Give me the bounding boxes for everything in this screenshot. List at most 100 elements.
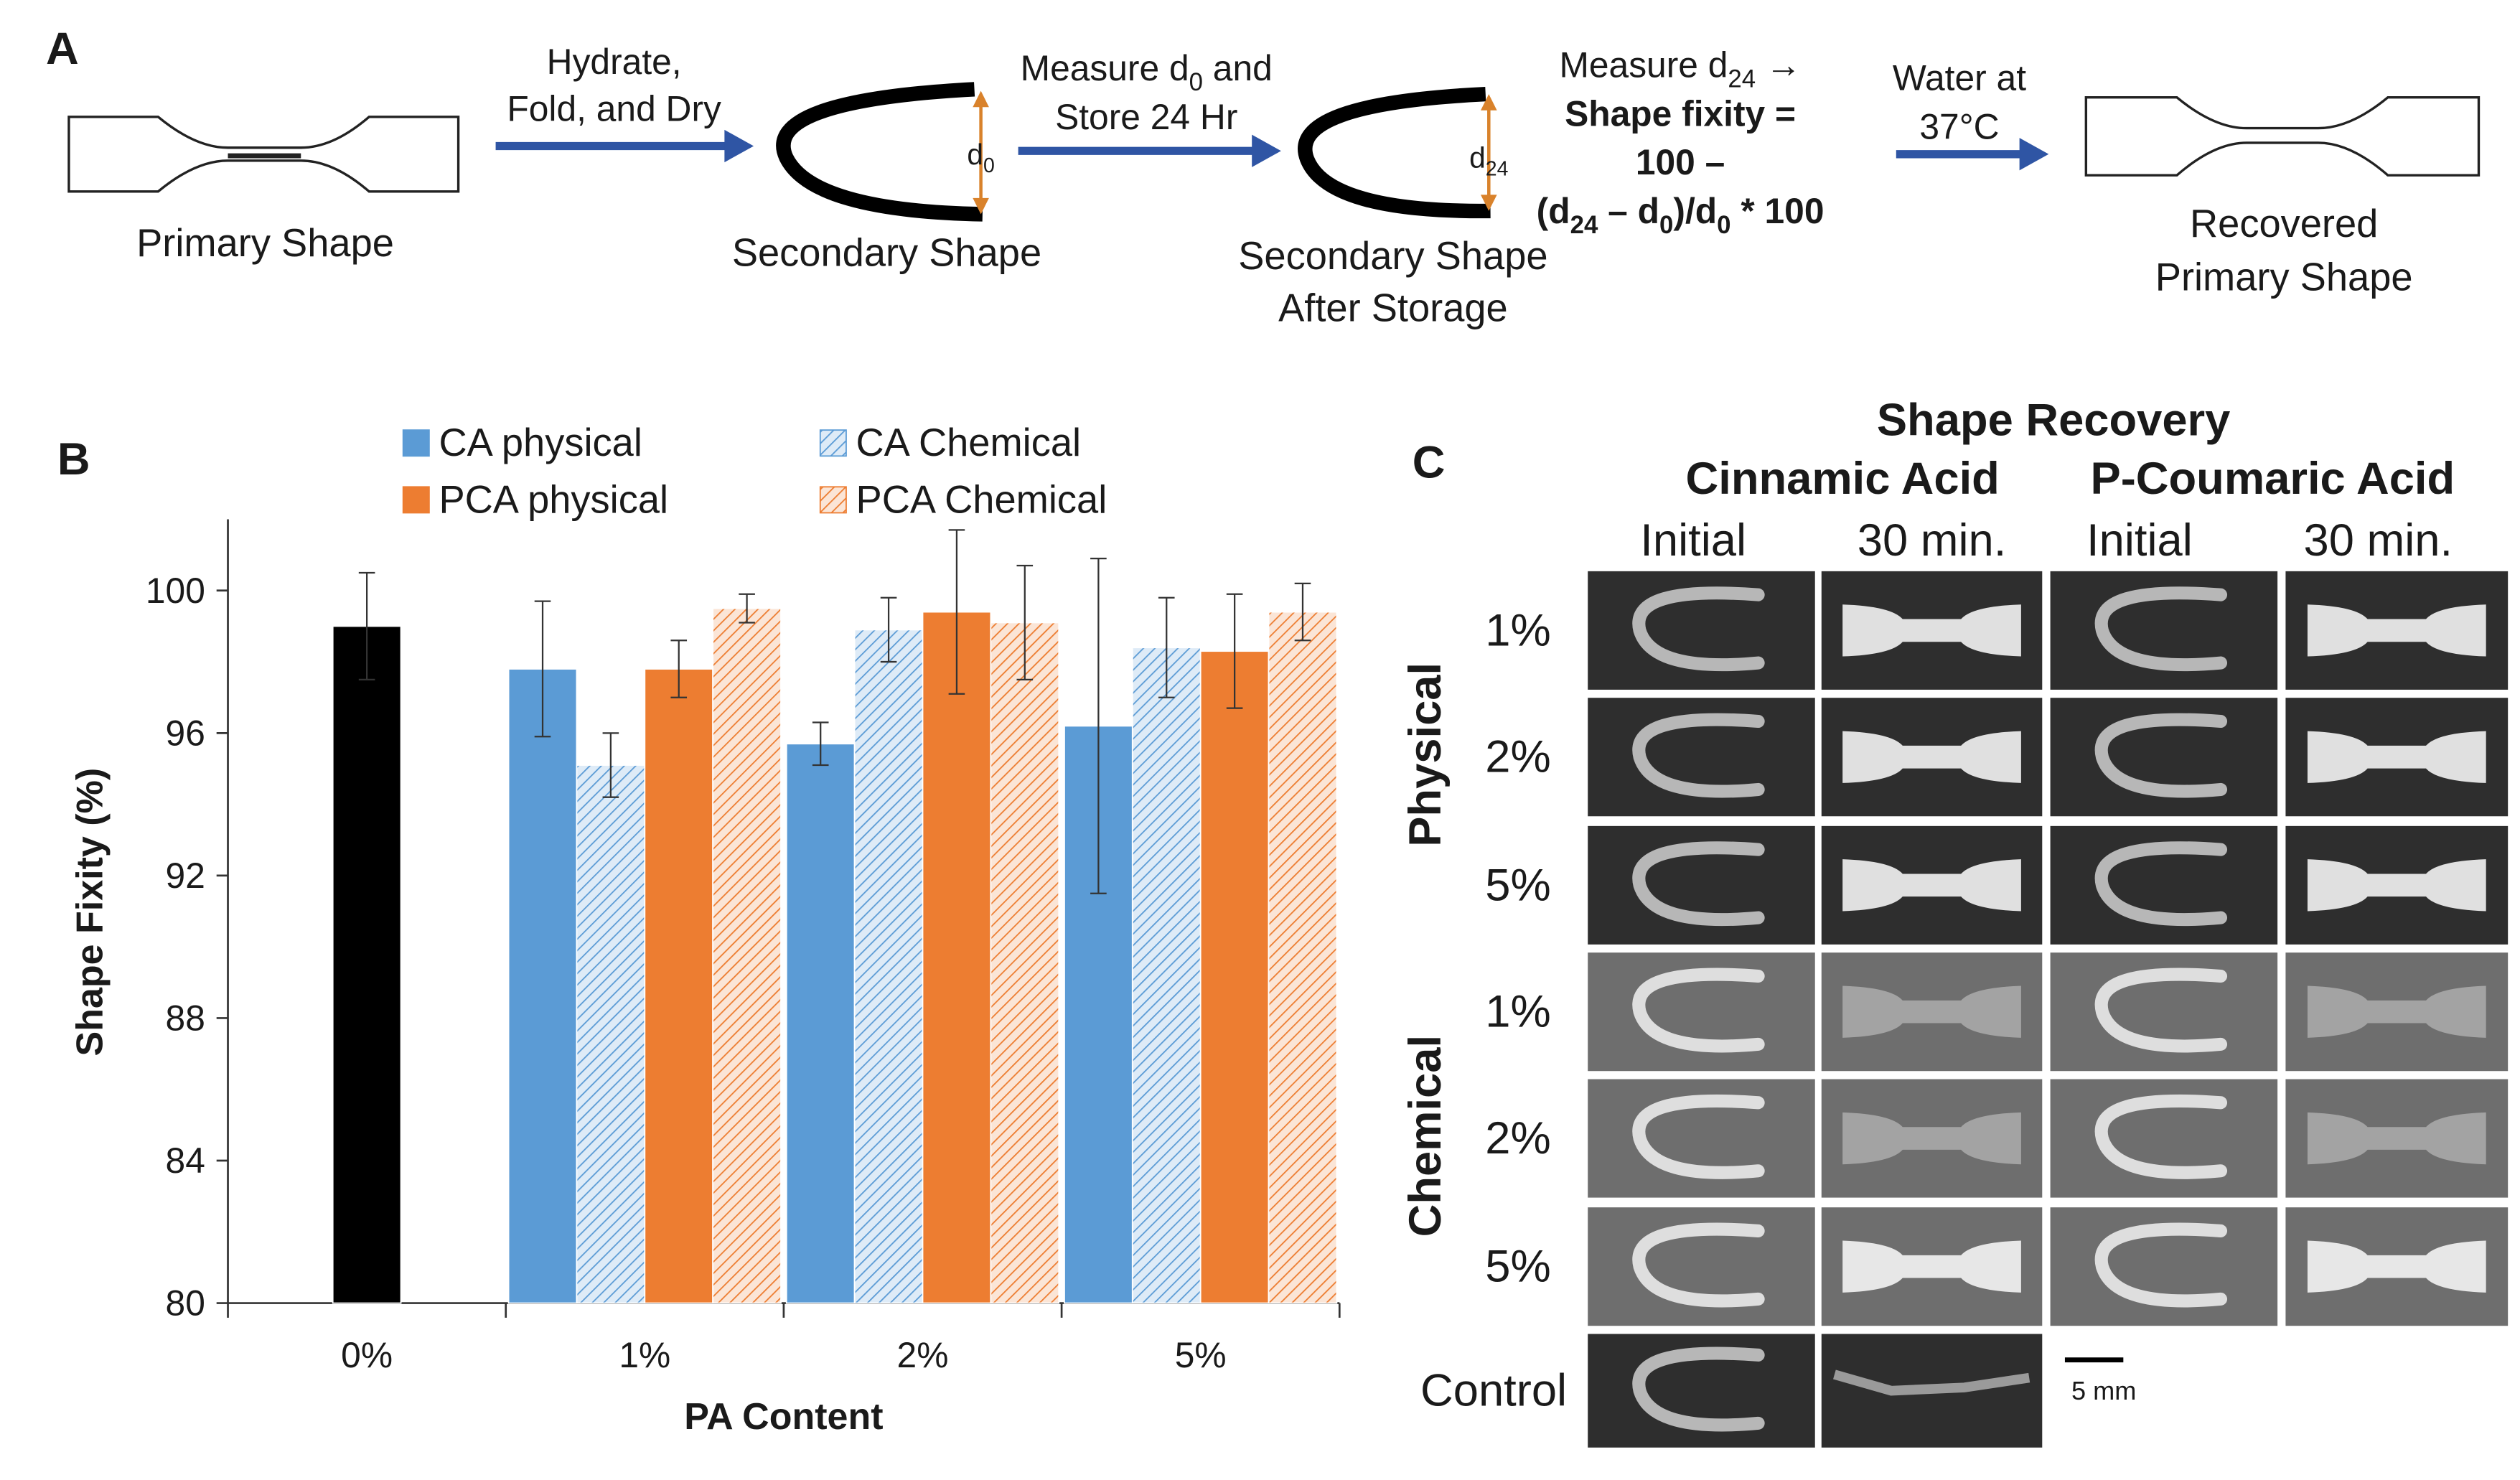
d24-arrow-head	[1480, 94, 1497, 111]
photo-grid	[1588, 571, 2509, 1448]
sample-dogbone	[1842, 604, 2021, 657]
y-tick-label: 92	[166, 856, 205, 896]
shape-label: Secondary Shape	[732, 232, 1041, 275]
legend-swatch	[819, 486, 847, 514]
y-tick-label: 100	[146, 571, 205, 611]
step-label-part: Measure d	[1021, 48, 1189, 88]
error-bar	[534, 600, 551, 738]
y-tick-label: 84	[166, 1141, 205, 1181]
shape-label: Primary Shape	[2155, 256, 2413, 299]
sample-dogbone	[1842, 731, 2021, 783]
arrow-3-head	[2019, 138, 2049, 171]
sample-u-shape	[1632, 586, 1765, 672]
error-bar	[880, 596, 897, 663]
arrow-1-head	[724, 129, 754, 163]
sample-u-shape	[2094, 1094, 2228, 1179]
formula-line: (d24 – d0)/d0 * 100	[1537, 191, 1825, 239]
panel-label: C	[1413, 437, 1446, 487]
panel-label: B	[57, 434, 90, 484]
error-bar	[1090, 557, 1107, 894]
sample-u-shape	[1632, 1094, 1765, 1179]
formula-line-part: – d	[1598, 191, 1659, 231]
sample-dogbone	[1842, 859, 2021, 912]
legend-label: CA Chemical	[856, 421, 1082, 464]
formula-line-part: 24	[1728, 65, 1756, 93]
dimension-label: d24	[1469, 141, 1508, 180]
sample-u-shape	[1632, 713, 1765, 798]
bar	[712, 607, 782, 1304]
row-label: 5%	[1485, 1242, 1550, 1292]
d24-arrow-head	[1480, 195, 1497, 211]
d0-arrow-head	[973, 90, 989, 108]
dimension-label-part: 24	[1486, 157, 1509, 180]
dimension-label-part: 0	[983, 154, 995, 177]
recovered-dogbone	[2084, 95, 2481, 177]
dimension-label-part: d	[1469, 141, 1486, 174]
group-label: Chemical	[1400, 1035, 1451, 1237]
error-bar	[670, 640, 688, 698]
bar	[785, 743, 856, 1304]
sample-u-shape	[2094, 1222, 2228, 1308]
formula-line-part: →	[1756, 45, 1802, 85]
bar	[644, 668, 714, 1304]
x-tick-label: 0%	[341, 1335, 393, 1375]
sample-dogbone	[1842, 1112, 2021, 1165]
step-label: Water at	[1893, 58, 2026, 98]
y-tick-label: 80	[166, 1283, 205, 1324]
shape-label: Primary Shape	[136, 222, 394, 265]
legend-swatch	[402, 429, 430, 457]
group-label: Physical	[1400, 662, 1451, 847]
formula-line: Shape fixity =	[1565, 93, 1796, 134]
bar	[853, 629, 924, 1304]
dimension-label: d0	[967, 138, 994, 177]
error-bar	[1016, 564, 1034, 681]
column-label: 30 min.	[1858, 515, 2007, 566]
sample-u-shape	[2094, 586, 2228, 672]
bar	[1131, 647, 1202, 1304]
formula-line: Measure d24 →	[1559, 45, 1801, 93]
x-axis-title: PA Content	[684, 1396, 883, 1438]
formula-line-part: )/d	[1673, 191, 1717, 231]
x-tick-label: 1%	[619, 1335, 670, 1375]
shape-label: Secondary Shape	[1238, 235, 1547, 278]
sample-u-shape	[2094, 713, 2228, 798]
error-bar	[739, 593, 755, 624]
step-label: Fold, and Dry	[507, 88, 721, 128]
arrow-2-head	[1252, 134, 1281, 167]
sample-u-shape	[2094, 841, 2228, 927]
sample-dogbone	[2307, 985, 2486, 1038]
scale-bar-label: 5 mm	[2071, 1376, 2136, 1405]
bar	[1199, 650, 1270, 1304]
row-label: 1%	[1485, 605, 1550, 655]
step-label: Measure d0 and	[1021, 48, 1273, 96]
formula-line-part: Measure d	[1559, 45, 1728, 85]
y-tick-label: 96	[166, 713, 205, 753]
column-label: 30 min.	[2304, 515, 2453, 566]
formula-line-part: 24	[1570, 211, 1598, 239]
row-label: 2%	[1485, 732, 1550, 782]
legend-label: CA physical	[439, 421, 642, 464]
error-bar	[1158, 596, 1175, 698]
error-bar	[602, 732, 619, 798]
step-label-part: and	[1203, 48, 1273, 88]
d0-arrow-head	[973, 197, 989, 215]
row-label: 5%	[1485, 860, 1550, 910]
formula-line: 100 –	[1636, 142, 1725, 182]
step-label: 37°C	[1919, 106, 1999, 146]
error-bar	[1294, 582, 1311, 642]
bar	[1268, 611, 1338, 1304]
bar	[990, 622, 1060, 1304]
panel-a-shapes	[67, 82, 2481, 222]
bar	[507, 668, 578, 1304]
dimension-label-part: d	[967, 138, 983, 171]
y-axis-title: Shape Fixity (%)	[69, 768, 111, 1057]
sample-dogbone	[1842, 1240, 2021, 1293]
column-label: Initial	[2086, 515, 2193, 566]
row-label: 2%	[1485, 1113, 1550, 1163]
formula-line-part: (d	[1537, 191, 1570, 231]
sample-broken	[1833, 1369, 2030, 1396]
x-tick-label: 5%	[1175, 1335, 1227, 1375]
panel-label: A	[46, 24, 79, 74]
step-label: Store 24 Hr	[1055, 97, 1237, 137]
